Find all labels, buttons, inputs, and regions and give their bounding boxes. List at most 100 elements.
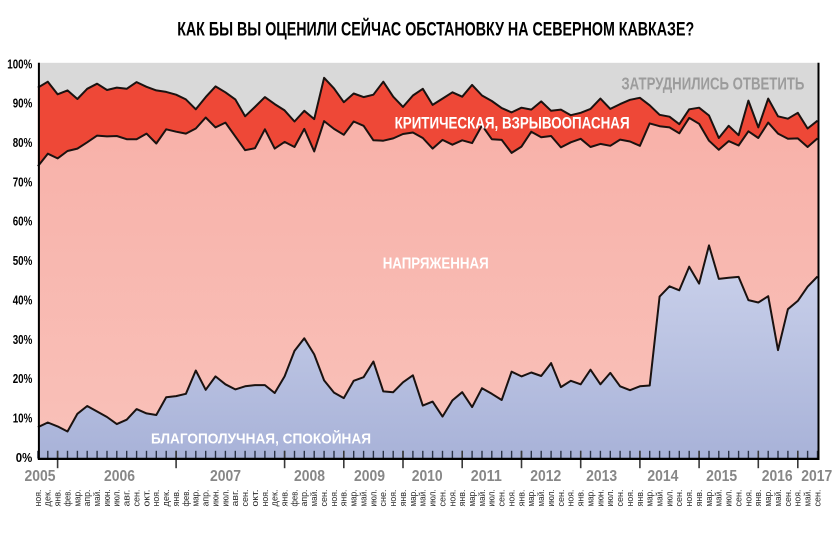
svg-text:ноя.: ноя. [625,490,635,507]
svg-text:ЗАТРУДНИЛИСЬ ОТВЕТИТЬ: ЗАТРУДНИЛИСЬ ОТВЕТИТЬ [621,73,804,93]
svg-text:янв.: янв. [576,490,586,507]
svg-text:КАК БЫ ВЫ ОЦЕНИЛИ СЕЙЧАС ОБСТА: КАК БЫ ВЫ ОЦЕНИЛИ СЕЙЧАС ОБСТАНОВКУ НА С… [177,18,694,40]
svg-text:30%: 30% [13,333,33,347]
svg-text:20%: 20% [13,372,33,386]
svg-text:дек.: дек. [161,490,171,507]
svg-text:ноя.: ноя. [743,490,753,507]
svg-text:2009: 2009 [354,468,385,485]
svg-text:сне.: сне. [378,490,388,507]
svg-text:мар.: мар. [645,490,655,507]
svg-text:сен.: сен. [615,490,625,507]
svg-text:окт.: окт. [250,490,260,507]
svg-text:янв.: янв. [398,490,408,507]
svg-text:ноя.: ноя. [447,490,457,507]
svg-text:мар.: мар. [191,490,201,507]
svg-text:июл.: июл. [724,490,734,507]
svg-text:2011: 2011 [471,468,502,485]
svg-text:сен.: сен. [132,490,142,507]
svg-text:2006: 2006 [104,468,135,485]
svg-text:60%: 60% [13,215,33,229]
svg-text:мар.: мар. [585,490,595,507]
svg-text:июн.: июн. [102,490,112,507]
svg-text:май.: май. [714,490,724,507]
svg-text:сен.: сен. [674,490,684,507]
svg-text:2014: 2014 [647,468,678,485]
svg-text:90%: 90% [13,97,33,111]
svg-text:июл.: июл. [487,490,497,507]
svg-text:ноя.: ноя. [388,490,398,507]
svg-text:сен.: сен. [240,490,250,507]
svg-text:июл.: июл. [428,490,438,507]
svg-text:мар.: мар. [763,490,773,507]
svg-text:янв.: янв. [280,490,290,507]
svg-text:янв.: янв. [753,490,763,507]
svg-text:май.: май. [477,490,487,507]
svg-text:май.: май. [309,490,319,507]
svg-text:фев.: фев. [181,490,191,507]
svg-text:янв.: янв. [694,490,704,507]
svg-text:2013: 2013 [586,468,617,485]
svg-text:янв.: янв. [457,490,467,507]
svg-text:сен.: сен. [556,490,566,507]
svg-text:июл.: июл. [546,490,556,507]
svg-text:сен.: сен. [812,490,822,507]
svg-text:июл.: июл. [368,490,378,507]
svg-text:янв.: янв. [516,490,526,507]
svg-text:сен.: сен. [734,490,744,507]
svg-text:май.: май. [773,490,783,507]
svg-text:80%: 80% [13,136,33,150]
svg-text:май.: май. [418,490,428,507]
svg-text:май.: май. [655,490,665,507]
svg-text:апр.: апр. [201,490,211,507]
svg-text:10%: 10% [13,411,33,425]
svg-text:мар.: мар. [704,490,714,507]
svg-text:2016: 2016 [762,468,793,485]
svg-text:дек.: дек. [43,490,53,507]
svg-text:апр.: апр. [299,490,309,507]
svg-text:ноя.: ноя. [329,490,339,507]
svg-text:фев.: фев. [62,490,72,507]
svg-text:фев.: фев. [289,490,299,507]
svg-text:май.: май. [359,490,369,507]
svg-text:2008: 2008 [294,468,325,485]
svg-text:июл.: июл. [605,490,615,507]
svg-text:июл.: июл. [220,490,230,507]
svg-text:авг.: авг. [122,490,132,507]
svg-text:сен.: сен. [497,490,507,507]
svg-text:июн.: июн. [210,490,220,507]
svg-text:ноя.: ноя. [151,490,161,507]
svg-text:50%: 50% [13,254,33,268]
svg-text:70%: 70% [13,175,33,189]
svg-text:дек.: дек. [270,490,280,507]
svg-text:2012: 2012 [530,468,561,485]
svg-text:сен.: сен. [783,490,793,507]
svg-text:янв.: янв. [171,490,181,507]
svg-text:мар.: мар. [72,490,82,507]
svg-text:май.: май. [92,490,102,507]
svg-text:2010: 2010 [412,468,443,485]
svg-text:май.: май. [803,490,813,507]
svg-text:май.: май. [536,490,546,507]
svg-text:2007: 2007 [210,468,241,485]
svg-text:ноя.: ноя. [566,490,576,507]
svg-text:ноя.: ноя. [793,490,803,507]
svg-text:янв.: янв. [635,490,645,507]
svg-text:сен.: сен. [319,490,329,507]
svg-text:июл.: июл. [112,490,122,507]
svg-text:2005: 2005 [25,468,56,485]
svg-text:апр.: апр. [82,490,92,507]
svg-text:янв.: янв. [339,490,349,507]
svg-text:мар.: мар. [467,490,477,507]
svg-text:янв.: янв. [53,490,63,507]
svg-text:ноя.: ноя. [507,490,517,507]
svg-text:июн.: июн. [595,490,605,507]
svg-text:ноя.: ноя. [33,490,43,507]
svg-text:2017: 2017 [801,468,832,485]
svg-text:мар.: мар. [349,490,359,507]
svg-text:БЛАГОПОЛУЧНАЯ, СПОКОЙНАЯ: БЛАГОПОЛУЧНАЯ, СПОКОЙНАЯ [151,429,371,447]
svg-text:2015: 2015 [706,468,737,485]
svg-text:окт.: окт. [141,490,151,507]
svg-text:июл.: июл. [664,490,674,507]
svg-text:мар.: мар. [526,490,536,507]
svg-text:КРИТИЧЕСКАЯ, ВЗРЫВООПАСНАЯ: КРИТИЧЕСКАЯ, ВЗРЫВООПАСНАЯ [395,115,630,133]
